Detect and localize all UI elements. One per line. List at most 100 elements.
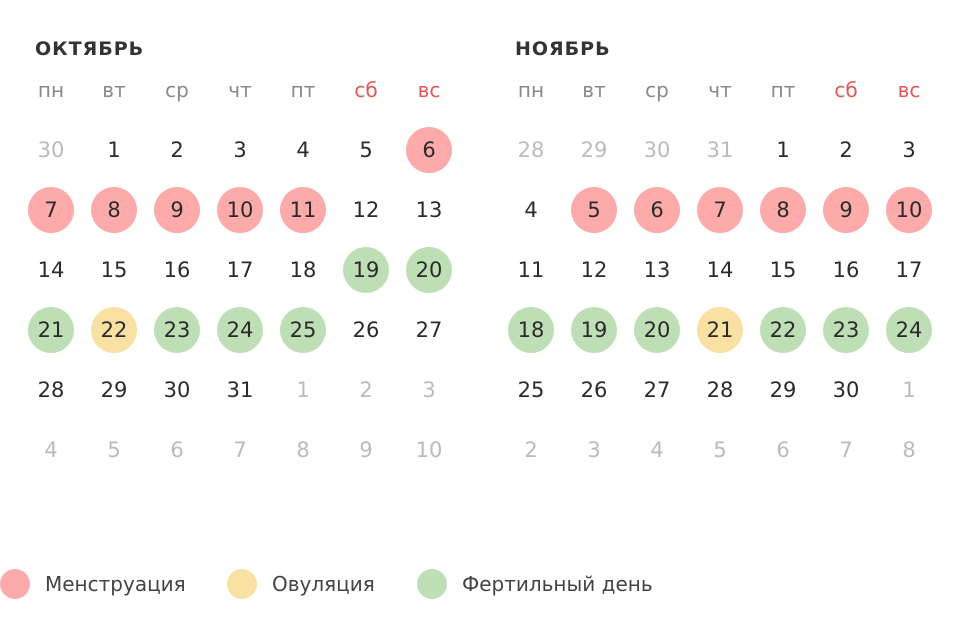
day-cell-adjacent-month[interactable]: 4 (44, 438, 58, 462)
day-cell-adjacent-month[interactable]: 4 (650, 438, 664, 462)
weekday-label: пн (517, 78, 545, 102)
day-cell-fertile[interactable]: 23 (154, 307, 200, 353)
legend-label: Овуляция (272, 572, 375, 596)
day-cell-adjacent-month[interactable]: 30 (643, 138, 671, 162)
day-cell[interactable]: 15 (100, 258, 128, 282)
day-cell[interactable]: 15 (769, 258, 797, 282)
day-cell[interactable]: 13 (643, 258, 671, 282)
day-cell-fertile[interactable]: 23 (823, 307, 869, 353)
day-cell-menstruation[interactable]: 10 (886, 187, 932, 233)
day-cell[interactable]: 12 (580, 258, 608, 282)
day-cell[interactable]: 2 (839, 138, 853, 162)
day-cell-menstruation[interactable]: 5 (571, 187, 617, 233)
day-cell[interactable]: 13 (415, 198, 443, 222)
day-cell[interactable]: 5 (359, 138, 373, 162)
day-cell-fertile[interactable]: 21 (28, 307, 74, 353)
day-cell[interactable]: 4 (296, 138, 310, 162)
day-cell-adjacent-month[interactable]: 8 (296, 438, 310, 462)
day-cell-adjacent-month[interactable]: 2 (359, 378, 373, 402)
day-cell-fertile[interactable]: 18 (508, 307, 554, 353)
day-cell-adjacent-month[interactable]: 5 (713, 438, 727, 462)
day-cell-fertile[interactable]: 20 (406, 247, 452, 293)
day-cell-fertile[interactable]: 24 (217, 307, 263, 353)
weekday-label: вт (582, 78, 606, 102)
day-cell-adjacent-month[interactable]: 2 (524, 438, 538, 462)
day-cell[interactable]: 14 (706, 258, 734, 282)
menstruation-dot-icon (0, 569, 30, 599)
day-cell[interactable]: 12 (352, 198, 380, 222)
day-cell-adjacent-month[interactable]: 8 (902, 438, 916, 462)
day-cell-ovulation[interactable]: 21 (697, 307, 743, 353)
legend-label: Менструация (45, 572, 186, 596)
day-cell[interactable]: 26 (580, 378, 608, 402)
day-cell-adjacent-month[interactable]: 10 (415, 438, 443, 462)
day-cell[interactable]: 14 (37, 258, 65, 282)
day-cell[interactable]: 30 (163, 378, 191, 402)
day-cell-menstruation[interactable]: 11 (280, 187, 326, 233)
day-cell-adjacent-month[interactable]: 7 (233, 438, 247, 462)
day-cell-menstruation[interactable]: 6 (634, 187, 680, 233)
day-cell[interactable]: 3 (902, 138, 916, 162)
weekday-label: чт (708, 78, 732, 102)
day-cell-menstruation[interactable]: 6 (406, 127, 452, 173)
month-title: НОЯБРЬ (515, 38, 611, 60)
weekday-label: ср (165, 78, 189, 102)
day-cell-adjacent-month[interactable]: 31 (706, 138, 734, 162)
day-cell-adjacent-month[interactable]: 5 (107, 438, 121, 462)
day-cell-adjacent-month[interactable]: 29 (580, 138, 608, 162)
day-cell-adjacent-month[interactable]: 1 (296, 378, 310, 402)
day-cell-menstruation[interactable]: 9 (154, 187, 200, 233)
day-cell[interactable]: 17 (895, 258, 923, 282)
day-cell[interactable]: 18 (289, 258, 317, 282)
day-cell[interactable]: 27 (415, 318, 443, 342)
day-cell-menstruation[interactable]: 8 (91, 187, 137, 233)
weekday-header: пн вт ср чт пт сб вс (20, 76, 440, 104)
day-cell-fertile[interactable]: 20 (634, 307, 680, 353)
day-cell[interactable]: 16 (832, 258, 860, 282)
day-cell[interactable]: 29 (100, 378, 128, 402)
day-cell-adjacent-month[interactable]: 6 (170, 438, 184, 462)
day-cell-fertile[interactable]: 24 (886, 307, 932, 353)
weekday-label: вт (102, 78, 126, 102)
day-cell-fertile[interactable]: 22 (760, 307, 806, 353)
day-cell[interactable]: 1 (107, 138, 121, 162)
day-cell-ovulation[interactable]: 22 (91, 307, 137, 353)
weekday-label: ср (645, 78, 669, 102)
day-cell-adjacent-month[interactable]: 9 (359, 438, 373, 462)
day-cell-menstruation[interactable]: 8 (760, 187, 806, 233)
day-cell-adjacent-month[interactable]: 1 (902, 378, 916, 402)
legend: Менструация Овуляция Фертильный день (0, 566, 960, 602)
day-cell-menstruation[interactable]: 9 (823, 187, 869, 233)
day-cell-adjacent-month[interactable]: 30 (37, 138, 65, 162)
day-cell-menstruation[interactable]: 7 (28, 187, 74, 233)
day-cell[interactable]: 26 (352, 318, 380, 342)
weekday-label: вс (417, 78, 441, 102)
day-cell[interactable]: 2 (170, 138, 184, 162)
day-cell[interactable]: 28 (37, 378, 65, 402)
day-cell-adjacent-month[interactable]: 3 (422, 378, 436, 402)
day-cell-adjacent-month[interactable]: 6 (776, 438, 790, 462)
weekday-label: пн (37, 78, 65, 102)
day-cell[interactable]: 3 (233, 138, 247, 162)
day-cell-adjacent-month[interactable]: 3 (587, 438, 601, 462)
weekday-header: пн вт ср чт пт сб вс (500, 76, 920, 104)
day-cell[interactable]: 17 (226, 258, 254, 282)
day-cell[interactable]: 16 (163, 258, 191, 282)
day-cell-menstruation[interactable]: 7 (697, 187, 743, 233)
day-cell[interactable]: 30 (832, 378, 860, 402)
day-cell[interactable]: 31 (226, 378, 254, 402)
day-cell[interactable]: 29 (769, 378, 797, 402)
day-cell[interactable]: 4 (524, 198, 538, 222)
day-cell[interactable]: 25 (517, 378, 545, 402)
day-cell-fertile[interactable]: 19 (343, 247, 389, 293)
day-cell-fertile[interactable]: 19 (571, 307, 617, 353)
day-cell-menstruation[interactable]: 10 (217, 187, 263, 233)
day-cell-fertile[interactable]: 25 (280, 307, 326, 353)
day-cell-adjacent-month[interactable]: 28 (517, 138, 545, 162)
day-cell[interactable]: 1 (776, 138, 790, 162)
day-cell[interactable]: 11 (517, 258, 545, 282)
day-cell-adjacent-month[interactable]: 7 (839, 438, 853, 462)
day-cell[interactable]: 28 (706, 378, 734, 402)
day-cell[interactable]: 27 (643, 378, 671, 402)
